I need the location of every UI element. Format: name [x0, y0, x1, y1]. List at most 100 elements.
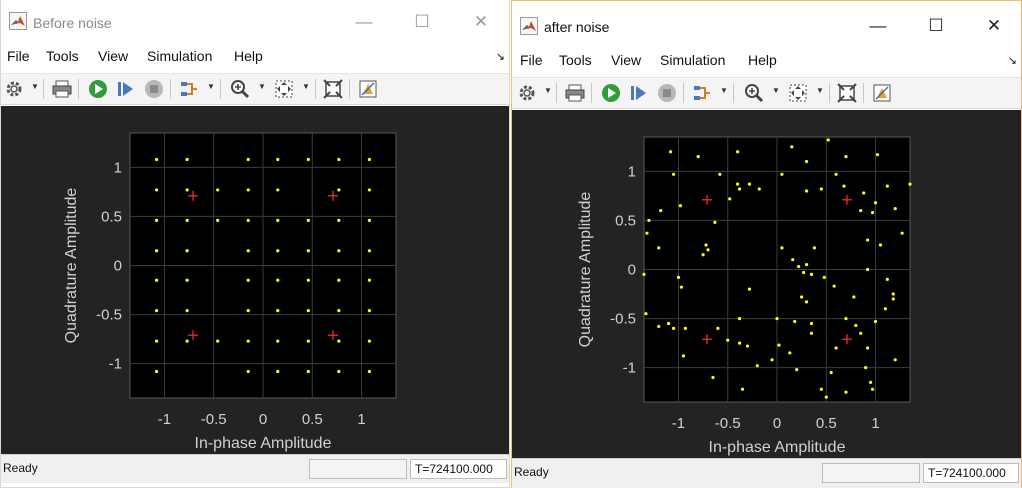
- maximize-button[interactable]: ☐: [928, 16, 944, 35]
- signal-point: [800, 295, 804, 299]
- signal-point: [809, 272, 814, 277]
- menu-view[interactable]: View: [611, 52, 642, 68]
- signal-point: [306, 157, 310, 162]
- toolbar-divider: [591, 83, 592, 103]
- signal-point: [834, 346, 838, 350]
- signal-point: [737, 187, 742, 191]
- signal-point: [306, 278, 310, 282]
- run-icon[interactable]: [600, 82, 622, 104]
- signal-point: [726, 338, 730, 342]
- minimize-button[interactable]: —: [355, 12, 373, 31]
- signal-point: [793, 319, 797, 324]
- close-button[interactable]: ✕: [986, 16, 1002, 35]
- stop-icon[interactable]: [143, 78, 165, 100]
- chevron-down-icon[interactable]: ▼: [207, 82, 215, 91]
- menu-help[interactable]: Help: [748, 52, 777, 68]
- signal-point: [246, 278, 250, 282]
- signal-point: [246, 157, 250, 162]
- zoom-fit-icon[interactable]: [273, 78, 295, 100]
- zoom-in-icon[interactable]: [743, 82, 765, 104]
- signal-point: [844, 390, 848, 394]
- signal-point: [862, 191, 866, 195]
- signal-point: [802, 270, 806, 275]
- signal-point: [804, 262, 809, 267]
- title-bar[interactable]: Before noise — ☐ ✕: [1, 0, 509, 40]
- signal-point: [852, 295, 856, 299]
- x-tick-label: 0: [259, 411, 267, 428]
- print-icon[interactable]: [564, 82, 586, 104]
- signal-point: [306, 339, 310, 343]
- signal-point: [826, 138, 830, 142]
- signal-point: [870, 387, 875, 391]
- signal-point: [185, 278, 189, 282]
- window-title: after noise: [544, 19, 610, 35]
- autoscale-icon[interactable]: [836, 82, 858, 104]
- y-tick-label: -0.5: [96, 307, 122, 324]
- menu-simulation[interactable]: Simulation: [147, 48, 213, 64]
- constellation-diagram-before: -1 -0.5 0 0.5 1 -1 -0.5 0 0.5 1 In-phase Amplitude…: [63, 132, 397, 452]
- dock-arrow-icon[interactable]: ↘: [1007, 55, 1017, 67]
- highlight-block-icon[interactable]: [357, 78, 379, 100]
- menu-view[interactable]: View: [98, 48, 129, 64]
- reference-point: [841, 334, 852, 345]
- status-field: [309, 459, 407, 479]
- menu-tools[interactable]: Tools: [559, 52, 592, 68]
- zoom-in-icon[interactable]: [229, 78, 251, 100]
- print-icon[interactable]: [51, 78, 73, 100]
- chevron-down-icon[interactable]: ▼: [302, 82, 310, 91]
- signal-point: [185, 188, 189, 192]
- signal-point: [740, 387, 745, 391]
- x-tick-label: 0.5: [816, 415, 837, 432]
- minimize-button[interactable]: —: [869, 16, 887, 35]
- run-icon[interactable]: [87, 78, 109, 100]
- signal-point: [671, 326, 676, 330]
- stop-icon[interactable]: [656, 82, 678, 104]
- signal-point: [864, 366, 868, 370]
- signal-point: [804, 300, 809, 304]
- toolbar-divider: [733, 83, 734, 103]
- gear-icon[interactable]: [3, 78, 25, 100]
- gear-icon[interactable]: [516, 82, 538, 104]
- step-forward-icon[interactable]: [115, 78, 137, 100]
- status-bar: Ready T=724100.000: [512, 458, 1021, 488]
- signal-point: [859, 331, 863, 335]
- signal-point: [185, 309, 189, 313]
- toolbar-divider: [863, 83, 864, 103]
- dock-arrow-icon[interactable]: ↘: [495, 51, 505, 63]
- menu-file[interactable]: File: [7, 48, 30, 64]
- menu-help[interactable]: Help: [234, 48, 263, 64]
- menu-simulation[interactable]: Simulation: [660, 52, 726, 68]
- signal-point: [647, 218, 651, 223]
- chevron-down-icon[interactable]: ▼: [720, 86, 728, 95]
- signal-point: [804, 189, 809, 193]
- signal-point: [671, 172, 676, 176]
- chevron-down-icon[interactable]: ▼: [816, 86, 824, 95]
- status-text: Ready: [514, 465, 549, 479]
- chevron-down-icon[interactable]: ▼: [258, 82, 266, 91]
- signal-point: [893, 358, 897, 362]
- chevron-down-icon[interactable]: ▼: [31, 82, 39, 91]
- highlight-block-icon[interactable]: [871, 82, 893, 104]
- signal-select-icon[interactable]: [178, 78, 200, 100]
- close-button[interactable]: ✕: [473, 12, 489, 31]
- menu-file[interactable]: File: [520, 52, 543, 68]
- signal-point: [337, 188, 341, 192]
- signal-point: [367, 278, 371, 282]
- signal-point: [791, 258, 795, 262]
- title-bar[interactable]: after noise — ☐ ✕: [512, 5, 1021, 45]
- y-tick-label: -0.5: [610, 311, 636, 328]
- chevron-down-icon[interactable]: ▼: [772, 86, 780, 95]
- signal-point: [155, 369, 159, 374]
- autoscale-icon[interactable]: [322, 78, 344, 100]
- status-field: [822, 463, 920, 483]
- maximize-button[interactable]: ☐: [414, 12, 430, 31]
- signal-select-icon[interactable]: [691, 82, 713, 104]
- step-forward-icon[interactable]: [628, 82, 650, 104]
- signal-point: [306, 369, 310, 374]
- signal-point: [185, 157, 189, 162]
- menu-tools[interactable]: Tools: [46, 48, 79, 64]
- toolbar-divider: [349, 79, 350, 99]
- zoom-fit-icon[interactable]: [787, 82, 809, 104]
- chevron-down-icon[interactable]: ▼: [544, 86, 552, 95]
- signal-point: [367, 157, 371, 162]
